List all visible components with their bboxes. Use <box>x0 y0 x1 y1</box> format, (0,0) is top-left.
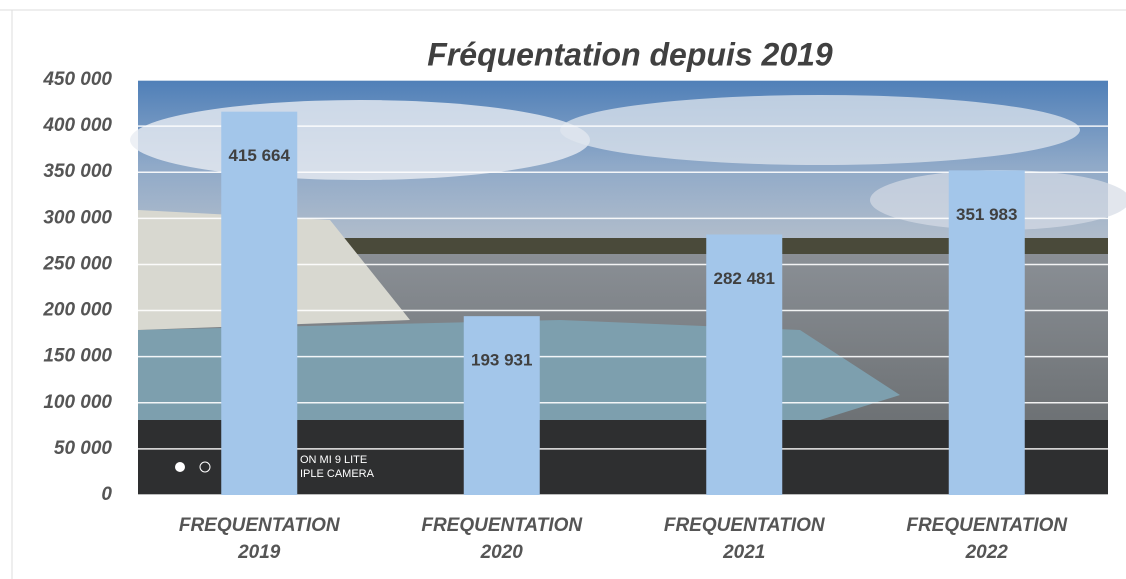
photo-dot <box>175 462 185 472</box>
y-tick-label: 50 000 <box>54 438 113 459</box>
bar <box>463 316 540 495</box>
bar <box>706 234 783 495</box>
photo-dot <box>199 461 211 473</box>
bar <box>948 170 1025 496</box>
photo-background <box>130 80 1126 495</box>
y-tick-label: 100 000 <box>43 392 112 413</box>
x-tick-label: FREQUENTATION 2022 <box>906 515 1068 563</box>
photo-watermark: IPLE CAMERA <box>300 468 375 480</box>
y-tick-label: 250 000 <box>42 253 112 274</box>
chart-title: Fréquentation depuis 2019 <box>427 36 833 72</box>
photo-watermark: ON MI 9 LITE <box>300 454 367 466</box>
y-tick-label: 400 000 <box>42 115 112 136</box>
value-label: 415 664 <box>229 146 291 165</box>
y-tick-label: 150 000 <box>43 346 112 367</box>
y-tick-label: 350 000 <box>43 161 112 182</box>
x-tick-label: FREQUENTATION 2021 <box>663 515 825 563</box>
y-tick-label: 450 000 <box>42 69 112 90</box>
value-label: 351 983 <box>956 205 1017 224</box>
value-label: 282 481 <box>714 269 775 288</box>
value-label: 193 931 <box>471 351 532 370</box>
bar <box>221 111 298 496</box>
cloud <box>130 100 590 180</box>
x-tick-label: FREQUENTATION 2019 <box>178 515 340 563</box>
x-tick-label: FREQUENTATION 2020 <box>421 515 583 563</box>
y-tick-label: 200 000 <box>42 300 112 321</box>
y-tick-label: 0 <box>101 484 112 505</box>
y-tick-label: 300 000 <box>43 207 112 228</box>
treeline <box>138 238 1108 254</box>
title-box <box>392 30 862 80</box>
cloud <box>560 95 1080 165</box>
dock <box>138 420 1108 495</box>
